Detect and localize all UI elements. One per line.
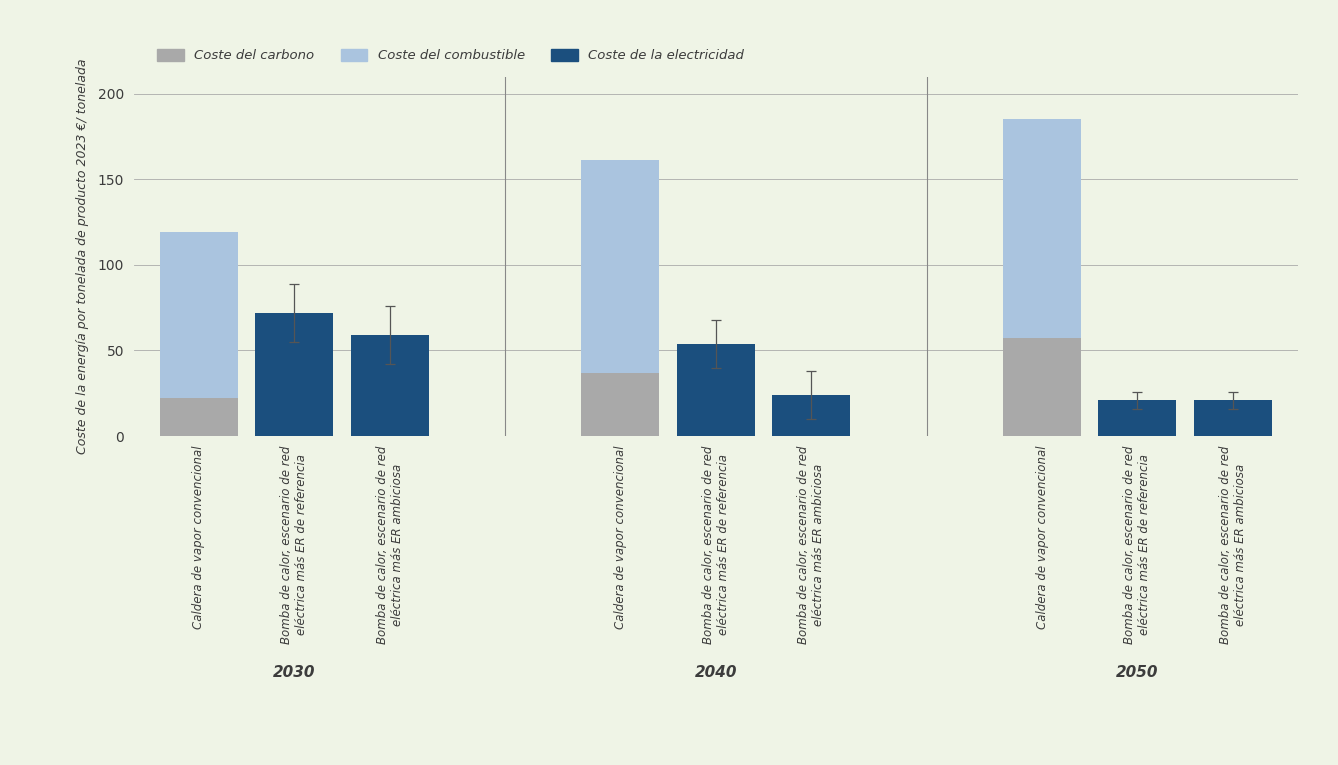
Legend: Coste del carbono, Coste del combustible, Coste de la electricidad: Coste del carbono, Coste del combustible… (153, 44, 749, 67)
Y-axis label: Coste de la energía por tonelada de producto 2023 €/ tonelada: Coste de la energía por tonelada de prod… (76, 59, 90, 454)
Bar (1004, 119, 1081, 338)
Bar (1193, 400, 1272, 436)
Bar (1004, 338, 1081, 436)
Text: 2040: 2040 (694, 666, 737, 680)
Bar (582, 373, 660, 436)
Bar (1098, 400, 1176, 436)
Bar (582, 161, 660, 373)
Bar (159, 399, 238, 436)
Bar (159, 233, 238, 399)
Bar (772, 395, 850, 436)
Bar (677, 343, 755, 436)
Bar (256, 313, 333, 436)
Text: 2050: 2050 (1116, 666, 1159, 680)
Bar (351, 335, 428, 436)
Text: 2030: 2030 (273, 666, 316, 680)
